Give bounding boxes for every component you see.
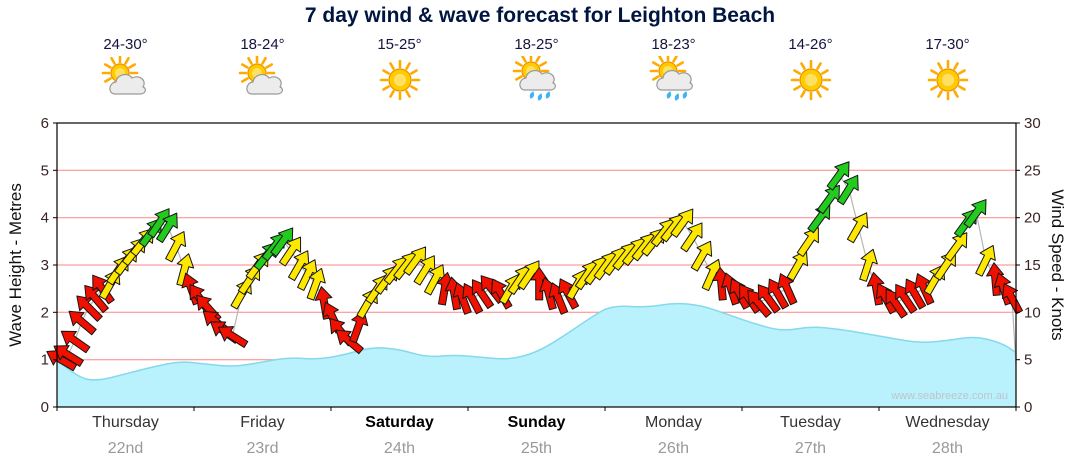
left-axis-tick-label: 1: [41, 352, 49, 369]
day-header: 17-30°: [883, 36, 1013, 109]
weather-icon-partly_cloudy: [101, 54, 146, 95]
right-axis-title: Wind Speed - Knots: [1048, 189, 1067, 341]
day-label: Thursday: [92, 414, 159, 431]
wind-arrow: [846, 212, 869, 244]
wind-arrow: [975, 244, 996, 277]
wind-arrow: [53, 345, 84, 367]
day-temperature: 17-30°: [925, 36, 970, 53]
wind-arrow: [471, 279, 495, 310]
page-title: 7 day wind & wave forecast for Leighton …: [304, 4, 776, 27]
wind-arrow: [963, 199, 987, 229]
wind-arrow: [1002, 283, 1024, 315]
day-temperature: 18-25°: [514, 36, 559, 53]
wind-arrow: [335, 329, 364, 355]
wave-height-line: [56, 302, 1017, 381]
day-label: Saturday: [365, 414, 434, 431]
wind-arrow: [270, 227, 294, 257]
day-label: Friday: [240, 414, 285, 431]
wind-arrow: [836, 174, 859, 206]
wind-arrow: [816, 184, 840, 215]
day-date: 25th: [520, 440, 553, 457]
right-axis-tick-label: 10: [1024, 304, 1041, 321]
wind-arrow: [670, 208, 694, 238]
right-axis-tick-label: 25: [1024, 162, 1041, 179]
wind-arrow: [217, 326, 249, 348]
wind-arrow: [826, 161, 850, 191]
weather-icon-sunny: [927, 59, 968, 101]
wind-arrow: [944, 232, 968, 262]
wind-arrow: [423, 264, 445, 296]
wind-arrow: [747, 289, 772, 318]
wind-arrow: [904, 278, 927, 310]
day-header: 18-24°: [198, 36, 328, 109]
day-header: 18-23°: [609, 36, 739, 109]
day-label: Sunday: [507, 414, 566, 431]
wind-arrow: [530, 266, 549, 301]
wind-arrow: [84, 284, 109, 314]
day-label: Wednesday: [905, 414, 990, 431]
wind-arrow: [680, 222, 703, 253]
day-date: 22nd: [107, 440, 144, 457]
day-header: 18-25°: [472, 36, 602, 109]
wind-arrow: [165, 231, 187, 263]
wind-arrow: [278, 236, 302, 267]
left-axis-title: Wave Height - Metres: [6, 183, 25, 347]
left-axis-tick-label: 6: [41, 115, 49, 132]
right-axis-tick-label: 30: [1024, 115, 1041, 132]
right-axis-tick-label: 15: [1024, 257, 1041, 274]
left-axis-tick-label: 5: [41, 162, 49, 179]
wind-arrow: [76, 295, 103, 322]
day-date: 27th: [794, 440, 827, 457]
wind-arrow: [297, 259, 318, 291]
wind-arrow: [287, 250, 310, 282]
day-temperature: 24-30°: [103, 36, 148, 53]
weather-icon-partly_cloudy: [238, 54, 283, 95]
wind-arrow: [701, 258, 722, 292]
day-header: 15-25°: [335, 36, 465, 109]
day-label: Monday: [645, 414, 702, 431]
wind-arrow: [403, 246, 427, 276]
day-header: 14-26°: [746, 36, 876, 109]
left-axis-tick-label: 2: [41, 304, 49, 321]
wind-arrow: [68, 310, 97, 336]
wind-arrow: [796, 227, 819, 258]
weather-icon-showers: [512, 52, 556, 101]
weather-icon-sunny: [379, 59, 420, 101]
wind-arrow: [885, 288, 908, 319]
wind-arrow: [786, 250, 809, 282]
weather-icon-sunny: [790, 59, 831, 101]
wind-arrow: [306, 267, 326, 301]
wind-arrow: [690, 240, 713, 272]
wind-arrow: [914, 273, 935, 306]
wind-arrow: [413, 255, 436, 286]
day-date: 26th: [657, 440, 690, 457]
wind-arrow: [757, 284, 781, 314]
wind-arrow: [777, 273, 798, 306]
day-temperature: 14-26°: [788, 36, 833, 53]
left-axis-tick-label: 4: [41, 210, 49, 227]
day-date: 24th: [383, 440, 416, 457]
day-date: 28th: [931, 440, 964, 457]
day-date: 23rd: [246, 440, 279, 457]
day-temperature: 15-25°: [377, 36, 422, 53]
wind-arrow: [156, 212, 178, 244]
wind-arrow: [859, 248, 878, 282]
wind-arrow: [60, 330, 91, 354]
day-temperature: 18-24°: [240, 36, 285, 53]
left-axis-tick-label: 0: [41, 399, 49, 416]
day-header: 24-30°: [61, 36, 191, 109]
day-temperature: 18-23°: [651, 36, 696, 53]
weather-icon-showers: [649, 52, 693, 101]
day-label: Tuesday: [780, 414, 841, 431]
right-axis-tick-label: 5: [1024, 352, 1032, 369]
wind-arrow: [462, 283, 484, 315]
wind-arrow: [895, 283, 918, 314]
wind-arrow: [767, 278, 790, 310]
right-axis-tick-label: 0: [1024, 399, 1032, 416]
watermark: www.seabreeze.com.au: [890, 390, 1008, 402]
right-axis-tick-label: 20: [1024, 210, 1041, 227]
left-axis-tick-label: 3: [41, 257, 49, 274]
